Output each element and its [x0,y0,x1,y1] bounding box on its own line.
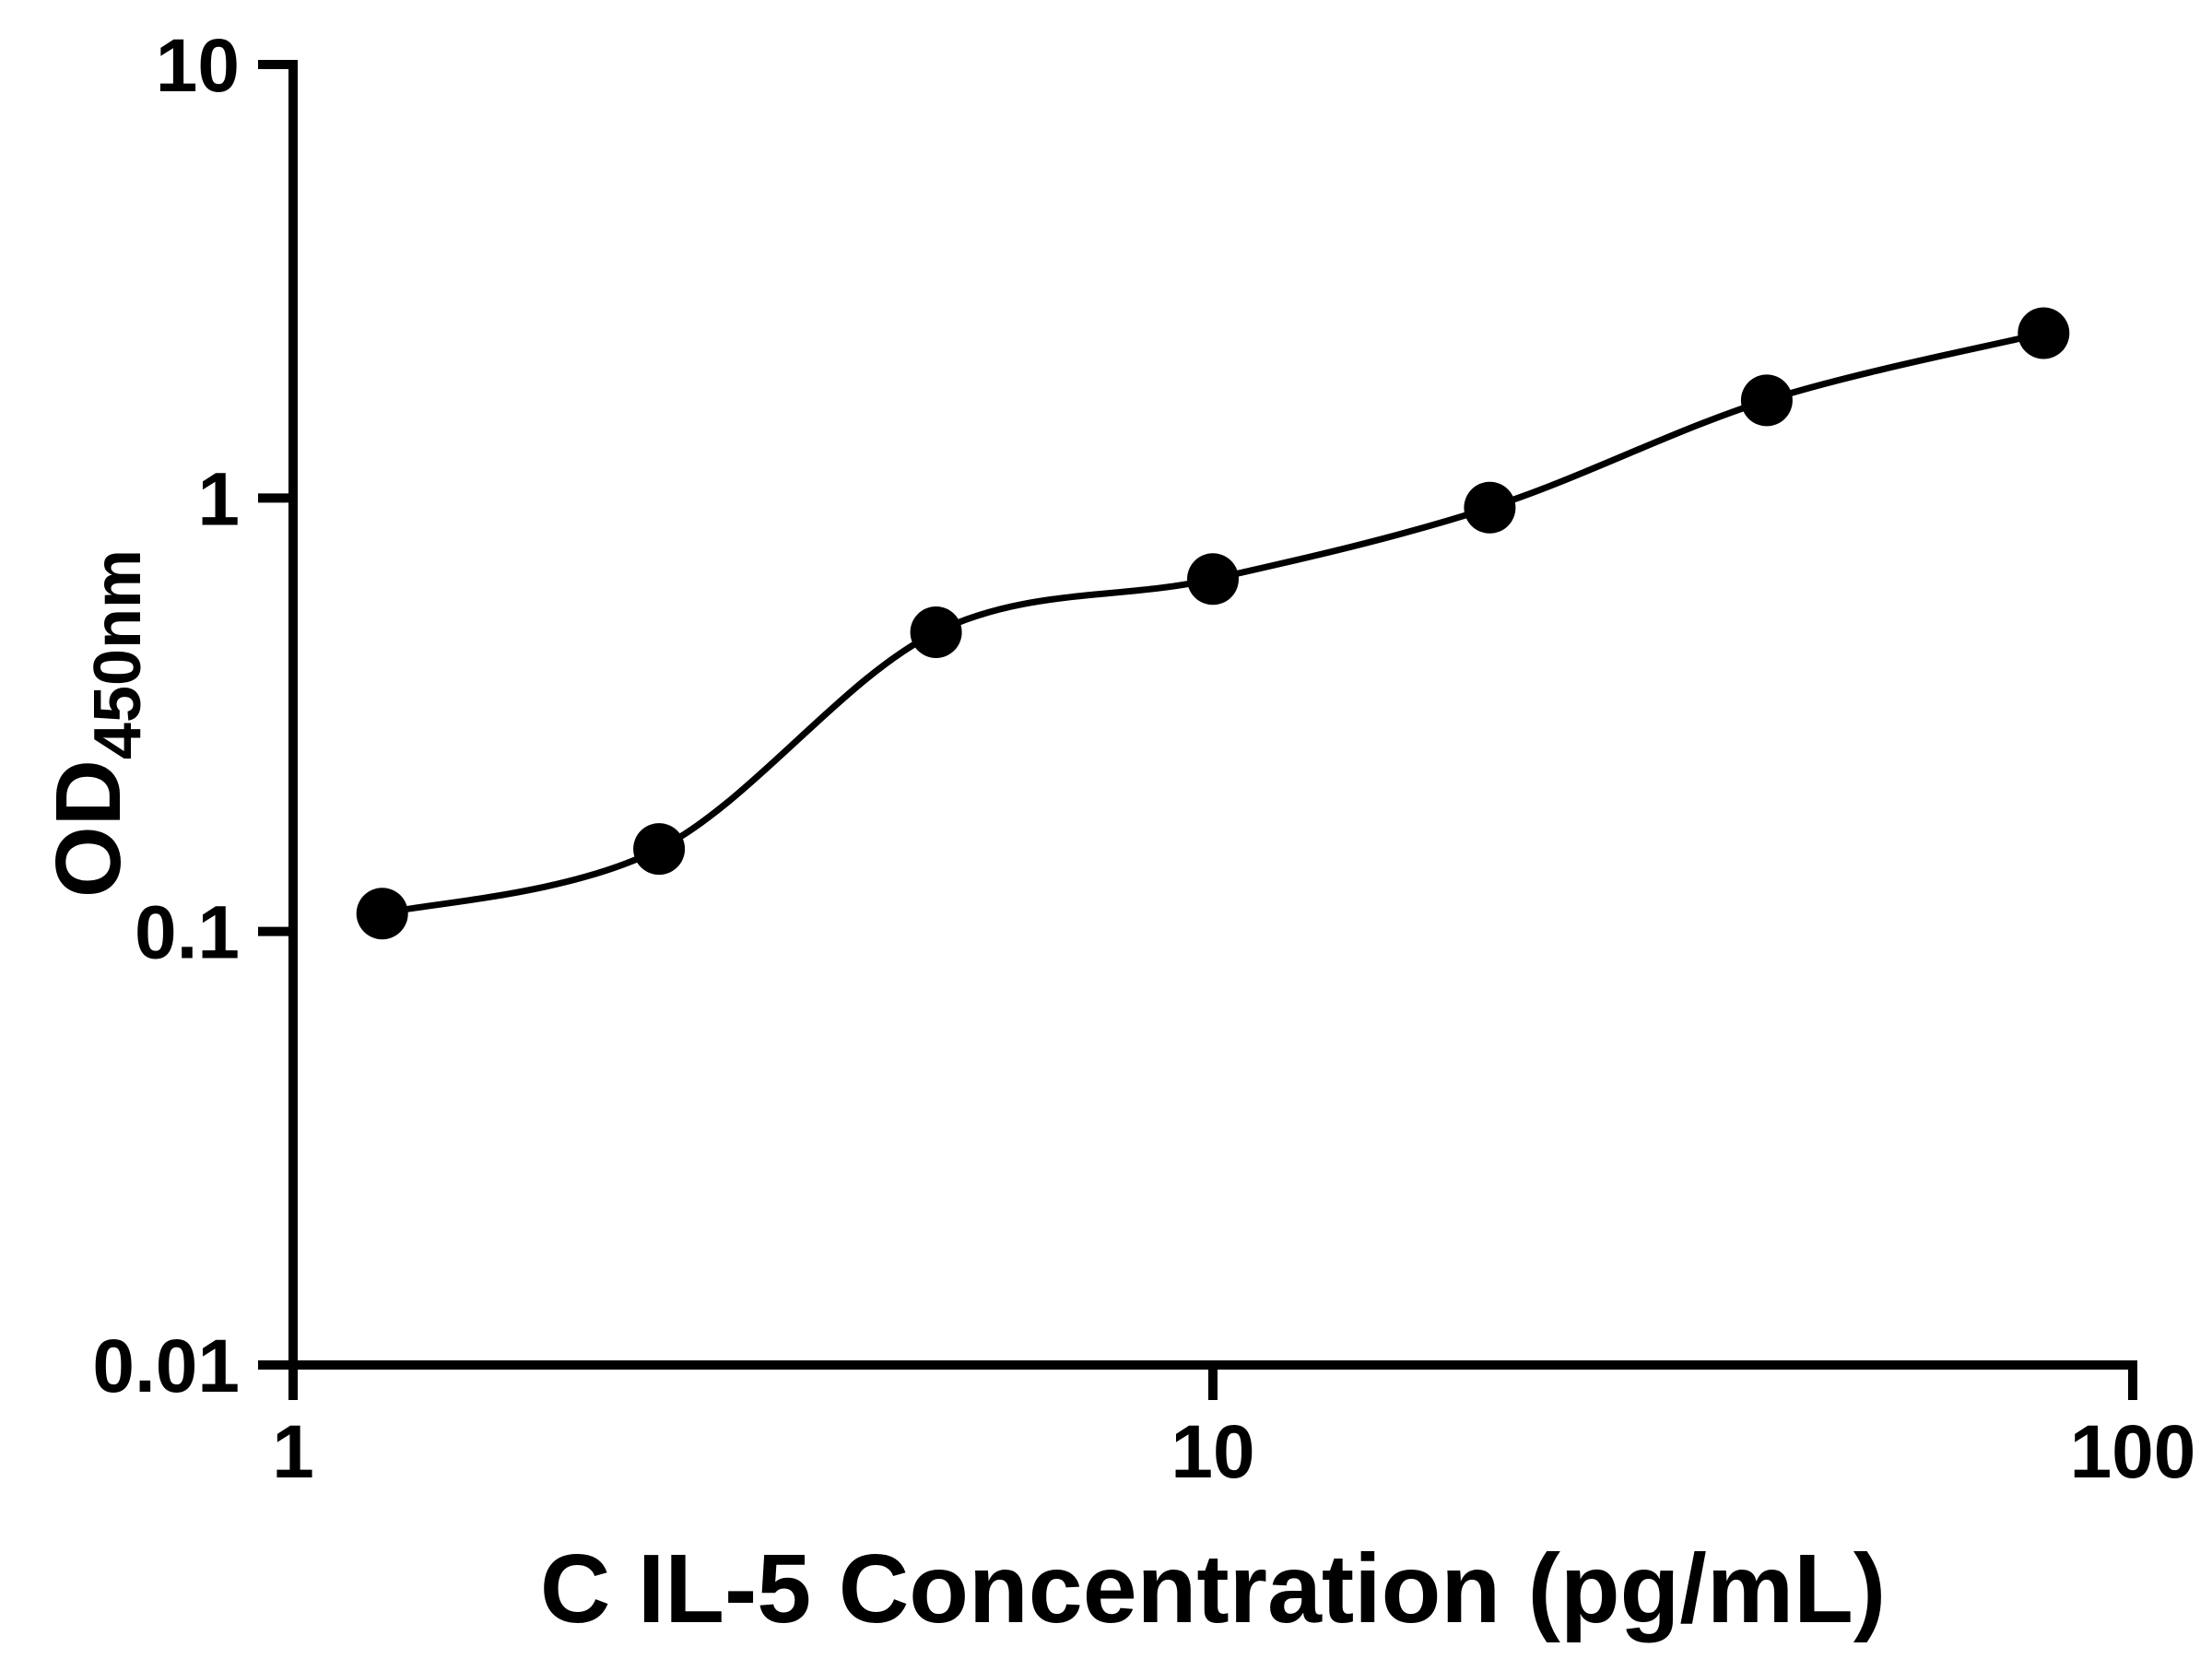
data-point [356,888,408,940]
x-axis-tick-label: 10 [1171,1410,1254,1494]
y-axis-tick-label: 10 [156,24,240,108]
data-point [1464,481,1516,534]
data-point [1740,374,1793,427]
y-axis-tick-label: 1 [197,457,240,541]
x-axis-tick-label: 100 [2070,1410,2196,1494]
y-axis-title-main: OD [37,759,140,898]
y-axis-title: OD450nm [37,549,155,898]
data-point [633,823,686,876]
y-axis-tick-label: 0.01 [92,1324,240,1408]
y-axis-tick-label: 0.1 [135,891,240,975]
data-point [910,606,962,658]
fit-curve [381,330,2045,917]
data-point [2018,307,2070,359]
axes-spine [288,60,2137,1370]
plot-area: 1 10 100 0.01 0.1 1 10 [92,24,2195,1494]
x-axis-tick-label: 1 [272,1410,314,1494]
y-axis-title-sub: 450nm [81,549,155,759]
x-axis-title: C IL-5 Concentration (pg/mL) [540,1535,1886,1643]
data-point [1187,553,1239,606]
